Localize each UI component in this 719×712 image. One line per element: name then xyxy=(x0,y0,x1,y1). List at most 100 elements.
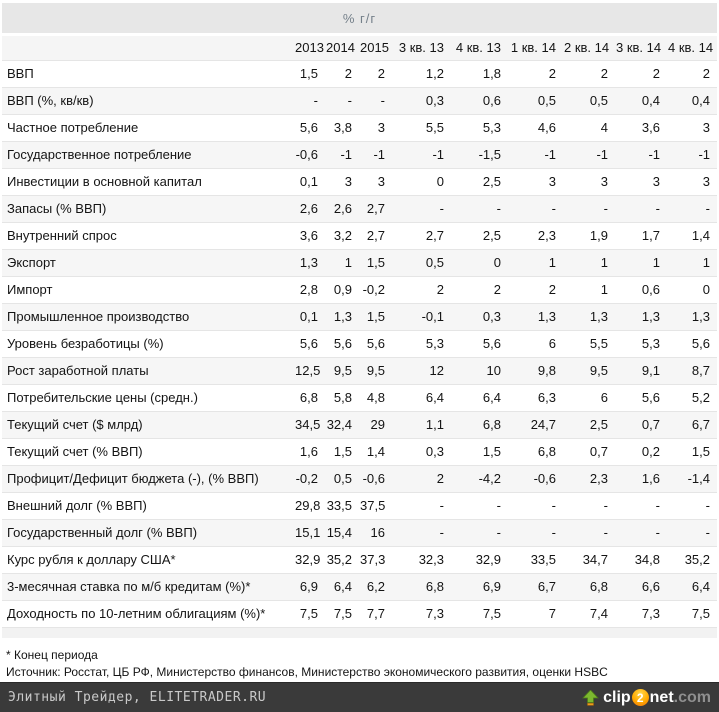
cell-value: 5,6 xyxy=(294,329,325,357)
cell-value: 15,4 xyxy=(325,518,359,546)
cell-value: 1,1 xyxy=(392,410,451,438)
row-label: Внутренний спрос xyxy=(2,221,294,249)
row-label: Текущий счет ($ млрд) xyxy=(2,410,294,438)
cell-value: 1,2 xyxy=(392,59,451,87)
cell-value: 3 xyxy=(359,113,392,141)
cell-value: 0,1 xyxy=(294,302,325,330)
cell-value: - xyxy=(615,194,667,222)
cell-value: 9,5 xyxy=(325,356,359,384)
cell-value: 7,5 xyxy=(667,599,717,627)
cell-value: 0,6 xyxy=(615,275,667,303)
cell-value: 6,8 xyxy=(294,383,325,411)
cell-value: 1,5 xyxy=(325,437,359,465)
cell-value: 2,5 xyxy=(563,410,615,438)
cell-value: 3 xyxy=(667,167,717,195)
table-area: % г/г 2013 2014 2015 3 кв. 13 4 кв. 13 1 кв. … xyxy=(2,3,717,679)
table-row: Экспорт 1,3 1 1,5 0,5 0 1 1 1 1 xyxy=(2,248,717,276)
column-header: 4 кв. 14 xyxy=(667,36,717,60)
cell-value: 2,5 xyxy=(451,221,508,249)
logo-text-com: .com xyxy=(673,688,711,706)
cell-value: -1 xyxy=(325,140,359,168)
table-row: Государственное потребление -0,6 -1 -1 -1 -1,… xyxy=(2,140,717,168)
cell-value: 6,8 xyxy=(451,410,508,438)
cell-value: 6,3 xyxy=(508,383,563,411)
table-row: Курс рубля к доллару США* 32,9 35,2 37,3 32,… xyxy=(2,545,717,573)
cell-value: 2,7 xyxy=(359,194,392,222)
cell-value: 4,8 xyxy=(359,383,392,411)
table-row: Текущий счет ($ млрд) 34,5 32,4 29 1,1 6,8 24,… xyxy=(2,410,717,438)
cell-value: 5,6 xyxy=(294,113,325,141)
cell-value: 3 xyxy=(563,167,615,195)
cell-value: 1,3 xyxy=(325,302,359,330)
cell-value: 32,9 xyxy=(294,545,325,573)
cell-value: -0,6 xyxy=(508,464,563,492)
cell-value: 2 xyxy=(392,275,451,303)
cell-value: 5,6 xyxy=(325,329,359,357)
cell-value: -1,4 xyxy=(667,464,717,492)
table-row: Запасы (% ВВП) 2,6 2,6 2,7- - - - - - xyxy=(2,194,717,222)
row-label: 3-месячная ставка по м/б кредитам (%)* xyxy=(2,572,294,600)
cell-value: 37,3 xyxy=(359,545,392,573)
cell-value: 6,4 xyxy=(392,383,451,411)
cell-value: 2,6 xyxy=(325,194,359,222)
cell-value: 0,5 xyxy=(508,86,563,114)
cell-value: 4,6 xyxy=(508,113,563,141)
cell-value: 32,3 xyxy=(392,545,451,573)
cell-value: 0,5 xyxy=(563,86,615,114)
table-title: % г/г xyxy=(342,10,377,26)
cell-value: 5,8 xyxy=(325,383,359,411)
cell-value: 9,5 xyxy=(563,356,615,384)
cell-value: -1 xyxy=(667,140,717,168)
cell-value: -1,5 xyxy=(451,140,508,168)
cell-value: - xyxy=(451,194,508,222)
cell-value: 0,6 xyxy=(451,86,508,114)
cell-value: -0,6 xyxy=(294,140,325,168)
cell-value: 1,7 xyxy=(615,221,667,249)
cell-value: 0,1 xyxy=(294,167,325,195)
cell-value: 2,7 xyxy=(359,221,392,249)
table-row: Уровень безработицы (%) 5,6 5,6 5,6 5,3 5,6 6 5… xyxy=(2,329,717,357)
cell-value: 1 xyxy=(615,248,667,276)
row-label: Импорт xyxy=(2,275,294,303)
table-header-row: 2013 2014 2015 3 кв. 13 4 кв. 13 1 кв. 14 2 кв… xyxy=(2,36,717,60)
column-header: 3 кв. 14 xyxy=(615,36,667,60)
cell-value: -1 xyxy=(359,140,392,168)
cell-value: 2 xyxy=(615,59,667,87)
cell-value: 5,6 xyxy=(451,329,508,357)
cell-value: 2,6 xyxy=(294,194,325,222)
cell-value: 29,8 xyxy=(294,491,325,519)
cell-value: 4 xyxy=(563,113,615,141)
table-row: Государственный долг (% ВВП) 15,1 15,4 16- -… xyxy=(2,518,717,546)
cell-value: 1,5 xyxy=(451,437,508,465)
cell-value: 29 xyxy=(359,410,392,438)
table-row: Промышленное производство 0,1 1,3 1,5 -0,1 0,… xyxy=(2,302,717,330)
cell-value: - xyxy=(359,86,392,114)
cell-value: 6,4 xyxy=(451,383,508,411)
cell-value: 1,3 xyxy=(615,302,667,330)
cell-value: 0,7 xyxy=(615,410,667,438)
cell-value: 0,4 xyxy=(615,86,667,114)
cell-value: 2 xyxy=(508,59,563,87)
cell-value: 2 xyxy=(325,59,359,87)
cell-value: 0,3 xyxy=(451,302,508,330)
column-header: 2015 xyxy=(359,36,392,60)
cell-value: 6,8 xyxy=(563,572,615,600)
cell-value: 2 xyxy=(392,464,451,492)
table-row: Внутренний спрос 3,6 3,2 2,7 2,7 2,5 2,3 1,9 1,7… xyxy=(2,221,717,249)
footnote-period: * Конец периода xyxy=(6,648,98,662)
table-row: 3-месячная ставка по м/б кредитам (%)* 6,… xyxy=(2,572,717,600)
column-header: 2014 xyxy=(325,36,359,60)
column-header: 2013 xyxy=(294,36,325,60)
cell-value: 1 xyxy=(508,248,563,276)
cell-value: 3 xyxy=(359,167,392,195)
logo-circle-2: 2 xyxy=(631,689,649,706)
cell-value: - xyxy=(667,491,717,519)
cell-value: 5,6 xyxy=(615,383,667,411)
cell-value: 1,8 xyxy=(451,59,508,87)
cell-value: 3,2 xyxy=(325,221,359,249)
cell-value: -1 xyxy=(508,140,563,168)
cell-value: - xyxy=(392,491,451,519)
cell-value: 7,5 xyxy=(294,599,325,627)
cell-value: 2,3 xyxy=(563,464,615,492)
cell-value: 6,9 xyxy=(451,572,508,600)
